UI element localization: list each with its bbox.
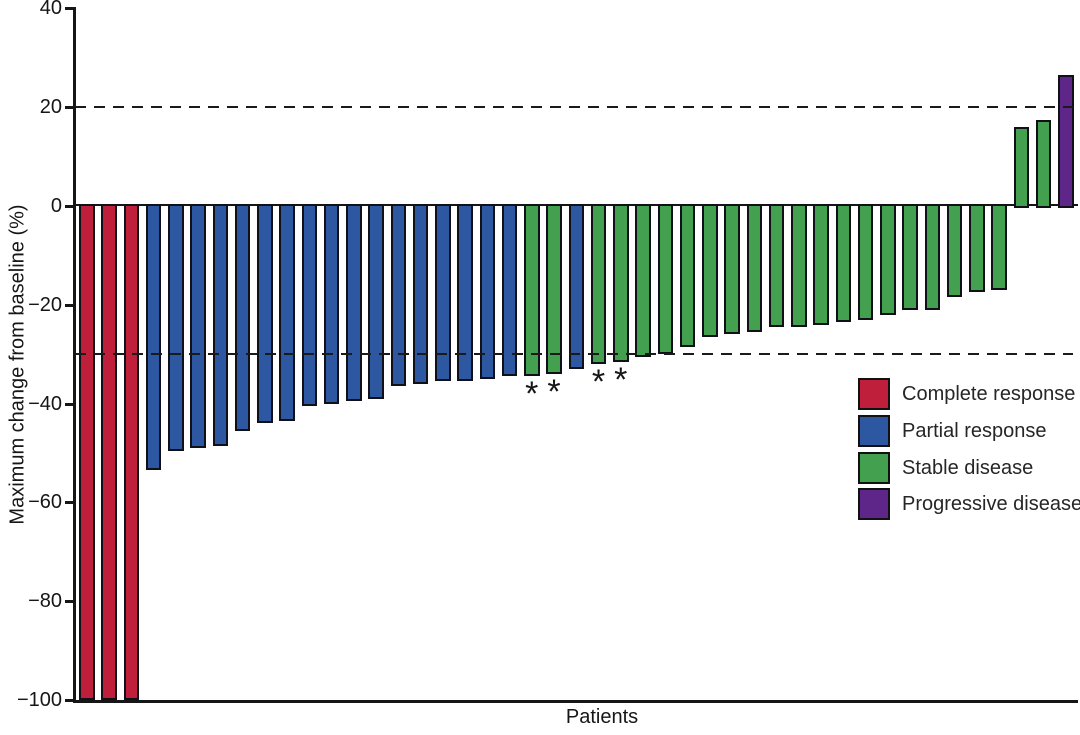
bar	[1058, 75, 1074, 208]
legend-swatch-partial_response	[858, 414, 890, 447]
bar	[212, 204, 228, 446]
y-tick-label: 40	[39, 0, 62, 20]
reference-line-minus-30	[75, 353, 1073, 356]
bar	[635, 204, 651, 357]
bar	[969, 204, 985, 293]
bar	[768, 204, 785, 328]
legend-swatch-stable_disease	[858, 451, 890, 484]
bar	[501, 204, 518, 377]
bar	[457, 204, 473, 382]
bar	[613, 204, 629, 362]
bar	[991, 204, 1007, 290]
bar	[724, 204, 740, 335]
bar	[1013, 126, 1029, 208]
legend: Complete response Partial response Stable …	[858, 378, 1080, 523]
bar	[101, 204, 117, 700]
bar	[190, 204, 206, 449]
significance-asterisk: *	[547, 372, 561, 411]
y-tick	[65, 205, 73, 208]
bar	[880, 204, 896, 315]
x-axis-label: Patients	[565, 706, 639, 728]
legend-item: Stable disease	[858, 451, 1080, 484]
bar	[835, 204, 851, 323]
bar	[657, 204, 673, 355]
bar	[390, 204, 406, 387]
y-tick	[65, 106, 73, 110]
bar	[123, 204, 139, 700]
y-tick	[65, 600, 73, 604]
y-tick-label: −40	[28, 392, 62, 415]
bar	[590, 204, 607, 365]
bar	[546, 204, 562, 374]
y-tick-label: 0	[50, 195, 62, 217]
significance-asterisk: *	[525, 375, 539, 414]
bar	[679, 204, 696, 347]
y-tick	[65, 501, 73, 505]
y-tick-label: −60	[28, 491, 62, 514]
bar	[257, 204, 273, 424]
y-tick-label: −20	[28, 293, 62, 316]
bar	[1035, 119, 1052, 208]
bar	[301, 204, 317, 407]
legend-label: Complete response	[902, 383, 1076, 405]
legend-label: Stable disease	[902, 456, 1034, 479]
bar	[412, 204, 429, 384]
bar	[946, 204, 963, 298]
y-axis-label: Maximum change from baseline (%)	[6, 204, 29, 525]
bar	[346, 204, 362, 402]
x-axis-spine	[73, 700, 1078, 703]
y-tick	[65, 303, 73, 307]
bar	[79, 204, 95, 700]
y-axis-spine	[73, 7, 76, 702]
legend-item: Complete response	[858, 378, 1080, 410]
legend-item: Progressive disease	[858, 488, 1080, 521]
bar	[168, 204, 184, 451]
bar	[524, 204, 540, 377]
bar	[145, 204, 162, 471]
legend-label: Partial response	[902, 419, 1047, 442]
bar	[902, 204, 918, 310]
significance-asterisk: *	[614, 360, 628, 399]
significance-asterisk: *	[591, 363, 606, 402]
legend-item: Partial response	[858, 414, 1080, 447]
bar	[746, 204, 762, 332]
y-tick-label: −100	[16, 689, 62, 711]
bar	[435, 204, 451, 382]
bar	[479, 204, 495, 379]
legend-label: Progressive disease	[902, 493, 1080, 516]
legend-swatch-progressive_disease	[858, 488, 890, 521]
y-tick	[65, 402, 73, 406]
bar	[791, 204, 807, 328]
y-tick-label: 20	[39, 96, 62, 119]
bar	[568, 204, 584, 370]
bar	[323, 204, 340, 404]
bar	[368, 204, 384, 399]
bar	[857, 204, 874, 320]
y-tick	[65, 699, 73, 702]
legend-swatch-complete_response	[858, 378, 890, 410]
reference-line-20	[75, 106, 1073, 109]
bar	[234, 204, 251, 431]
bar	[924, 204, 940, 310]
bar	[813, 204, 829, 325]
y-tick-label: −80	[28, 590, 62, 613]
y-tick	[65, 7, 73, 11]
bar	[702, 204, 718, 337]
bar	[279, 204, 295, 421]
